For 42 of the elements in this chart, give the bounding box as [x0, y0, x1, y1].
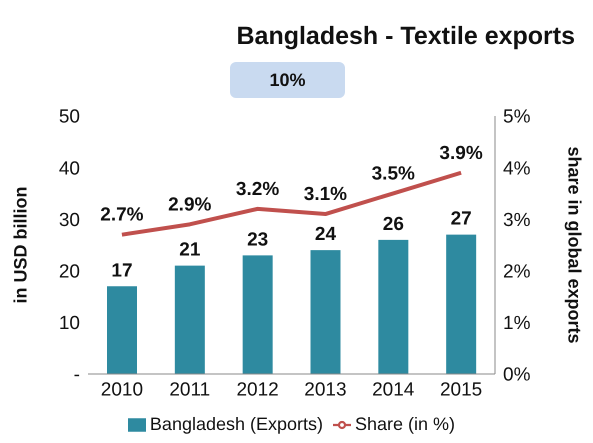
x-tick-label: 2014: [372, 379, 415, 400]
data-label: 27: [450, 208, 472, 230]
data-label: 26: [382, 214, 404, 235]
data-label: 2.7%: [100, 204, 144, 226]
chart-title: Bangladesh - Textile exports: [236, 22, 575, 51]
y-axis-title: in USD billion: [10, 186, 30, 304]
y-tick-label: 10: [58, 313, 80, 334]
data-label: 3.9%: [439, 142, 483, 164]
y2-tick-label: 0%: [503, 364, 531, 386]
text: 10%: [230, 62, 345, 98]
y-tick-label: -: [74, 364, 80, 386]
data-label: 3.5%: [372, 163, 416, 184]
x-tick-label: 2015: [440, 379, 482, 400]
x-tick-label: 2013: [304, 379, 347, 400]
data-label: 17: [111, 260, 133, 282]
y2-tick-label: 1%: [503, 313, 531, 334]
legend-label: Bangladesh (Exports): [150, 414, 324, 434]
y2-tick-label: 4%: [503, 158, 531, 180]
bar: [446, 234, 476, 374]
y-tick-label: 20: [58, 262, 80, 283]
bar: [310, 250, 340, 374]
x-tick-label: 2012: [236, 379, 279, 400]
bar: [107, 286, 137, 374]
data-label: 23: [247, 229, 268, 250]
y-tick-label: 50: [58, 106, 80, 128]
data-label: 21: [179, 240, 201, 261]
bar: [174, 266, 205, 374]
y2-axis-title: share in global exports: [564, 146, 585, 344]
bar: [378, 240, 408, 374]
data-label: 3.1%: [304, 184, 348, 206]
x-tick-label: 2011: [169, 379, 210, 400]
y-tick-label: 40: [58, 158, 80, 180]
data-label: 24: [314, 224, 336, 246]
data-label: 2.9%: [168, 194, 212, 216]
data-label: 3.2%: [236, 178, 280, 200]
y2-tick-label: 5%: [503, 106, 531, 128]
y2-tick-label: 3%: [503, 210, 531, 231]
legend-label: Share (in %): [355, 414, 456, 434]
bar: [242, 255, 273, 374]
y-tick-label: 30: [58, 210, 80, 231]
y2-tick-label: 2%: [503, 262, 531, 283]
x-tick-label: 2010: [100, 379, 144, 400]
